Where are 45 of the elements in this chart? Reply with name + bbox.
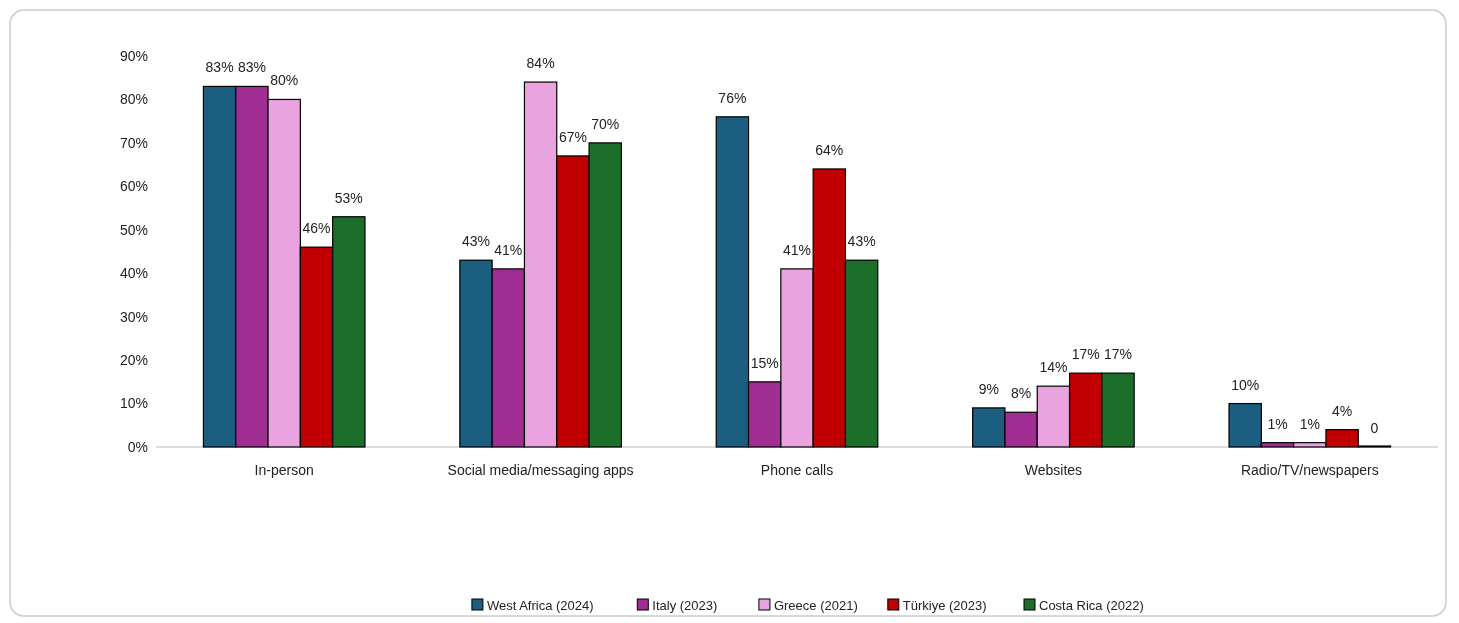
y-tick-label: 80% bbox=[119, 91, 148, 108]
data-label: 1% bbox=[1299, 415, 1320, 432]
y-tick-label: 0% bbox=[127, 438, 148, 455]
data-label: 80% bbox=[270, 72, 299, 89]
y-tick-label: 60% bbox=[119, 178, 148, 195]
data-label: 43% bbox=[847, 233, 876, 250]
data-label: 84% bbox=[526, 55, 555, 72]
data-label: 1% bbox=[1267, 415, 1288, 432]
data-label: 53% bbox=[334, 189, 363, 206]
data-label: 41% bbox=[494, 241, 523, 258]
data-label: 9% bbox=[978, 380, 999, 397]
data-label: 4% bbox=[1331, 402, 1353, 419]
data-label: 15% bbox=[750, 354, 779, 371]
x-tick-label: In-person bbox=[254, 462, 314, 478]
y-tick-label: 10% bbox=[119, 395, 148, 412]
data-label: 67% bbox=[558, 128, 587, 145]
legend-label: West Africa (2024) bbox=[486, 597, 594, 613]
y-tick-label: 40% bbox=[119, 265, 148, 282]
legend-label: Greece (2021) bbox=[773, 597, 858, 613]
data-label: 14% bbox=[1039, 359, 1068, 376]
data-label: 76% bbox=[718, 89, 747, 106]
legend-label: Costa Rica (2022) bbox=[1039, 597, 1144, 613]
data-label: 17% bbox=[1071, 346, 1100, 363]
data-label: 10% bbox=[1231, 376, 1260, 393]
x-tick-label: Websites bbox=[1024, 462, 1083, 478]
data-label: 0 bbox=[1370, 420, 1379, 436]
y-tick-label: 90% bbox=[119, 47, 148, 64]
y-tick-label: 50% bbox=[119, 221, 148, 238]
y-tick-label: 20% bbox=[119, 352, 148, 369]
y-tick-label: 70% bbox=[119, 134, 148, 151]
x-tick-label: Phone calls bbox=[760, 462, 834, 478]
data-label: 46% bbox=[302, 220, 331, 237]
data-label: 41% bbox=[782, 241, 812, 258]
x-tick-label: Social media/messaging apps bbox=[447, 462, 634, 478]
x-tick-label: Radio/TV/newspapers bbox=[1240, 462, 1379, 478]
data-label: 8% bbox=[1010, 385, 1032, 402]
data-label: 17% bbox=[1104, 346, 1133, 363]
data-label: 83% bbox=[205, 59, 234, 76]
data-label: 83% bbox=[237, 59, 266, 76]
data-label: 70% bbox=[591, 115, 620, 132]
y-tick-label: 30% bbox=[119, 308, 148, 325]
data-label: 64% bbox=[815, 141, 844, 158]
legend-label: Italy (2023) bbox=[652, 597, 718, 613]
data-label: 43% bbox=[461, 233, 490, 250]
legend-label: Türkiye (2023) bbox=[902, 597, 987, 613]
